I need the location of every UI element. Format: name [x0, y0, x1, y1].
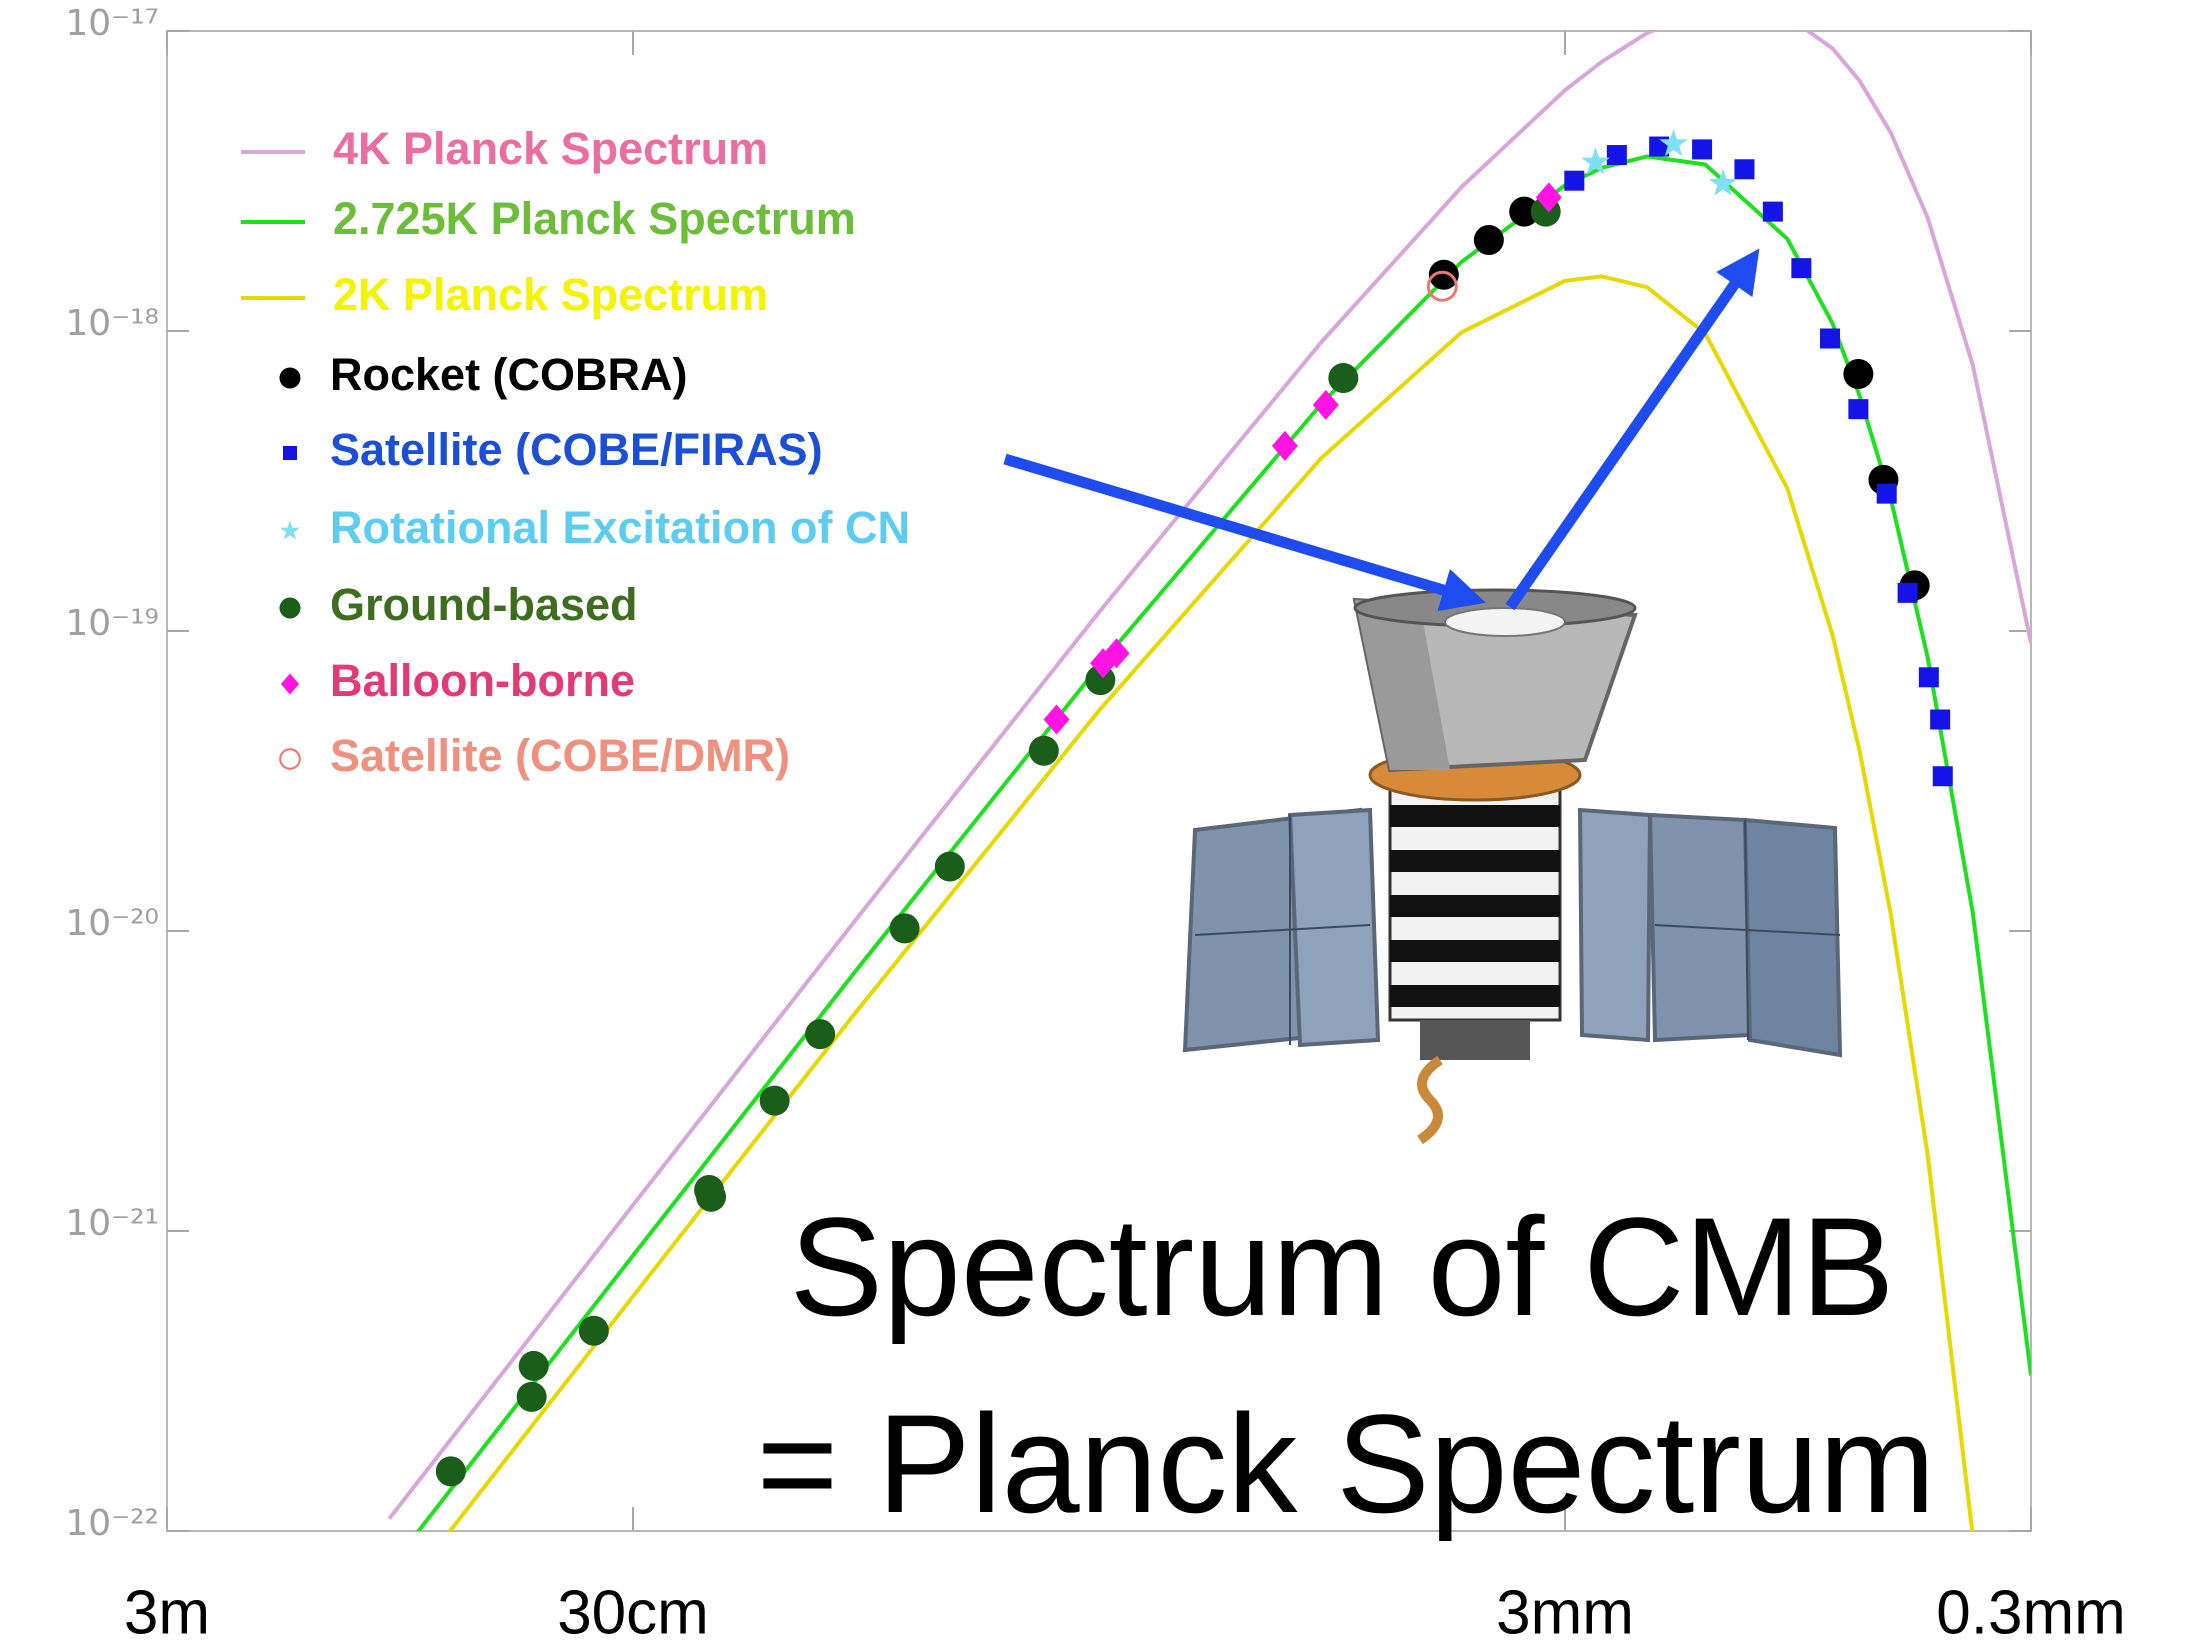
data-point [1103, 638, 1130, 669]
data-point [1708, 168, 1738, 196]
data-point [1762, 201, 1783, 222]
data-point [934, 851, 965, 882]
data-point [578, 1315, 609, 1346]
data-point [1564, 170, 1585, 191]
y-tick-label: 10⁻²¹ [65, 1203, 159, 1244]
data-point [1606, 145, 1627, 166]
legend-label: 4K Planck Spectrum [333, 123, 768, 174]
arrow [1505, 248, 1760, 611]
data-point [1819, 328, 1840, 349]
data-point [1426, 270, 1458, 302]
y-tick-label: 10⁻²⁰ [65, 903, 159, 944]
annotation: = Planck Spectrum [757, 1385, 1936, 1542]
curve [415, 154, 2031, 1531]
legend-label: 2.725K Planck Spectrum [333, 193, 856, 244]
annotation: Spectrum of CMB [790, 1188, 1895, 1345]
data-point [1028, 735, 1059, 766]
data-point [1930, 709, 1951, 730]
data-point [889, 913, 920, 944]
data-point [1791, 258, 1812, 279]
data-point [1843, 358, 1874, 389]
y-tick-label: 10⁻¹⁹ [65, 603, 159, 644]
curve [447, 274, 1975, 1531]
legend-swatch [280, 673, 300, 695]
data-point [696, 1181, 727, 1212]
data-point [435, 1456, 466, 1487]
points [435, 129, 1953, 1487]
data-point [1692, 139, 1713, 160]
arrow [1003, 453, 1486, 612]
data-point [805, 1019, 836, 1050]
legend-label: Satellite (COBE/FIRAS) [330, 424, 823, 475]
y-tick-label: 10⁻¹⁸ [65, 303, 159, 344]
y-tick-label: 10⁻¹⁷ [65, 3, 159, 44]
legend-swatch [279, 597, 301, 619]
data-point [1043, 704, 1070, 735]
data-point [1535, 182, 1562, 213]
data-point [759, 1085, 790, 1116]
data-point [1897, 582, 1918, 603]
x-tick-label: 0.3mm [1936, 1578, 2125, 1647]
legend: 4K Planck Spectrum 2.725K Planck Spectrum… [241, 123, 910, 781]
axis-ticks: 10⁻²² 10⁻²¹ 10⁻²⁰ 10⁻¹⁹ 10⁻¹⁸ 10⁻¹⁷ 3m 30cm 3mm 0… [65, 3, 2125, 1647]
data-point [1918, 667, 1939, 688]
legend-swatch [279, 367, 301, 389]
data-point [1659, 129, 1688, 157]
data-point [1932, 766, 1953, 787]
curve [387, 31, 2031, 1520]
legend-swatch [279, 520, 301, 540]
data-point [1848, 399, 1869, 420]
legend-label: Rocket (COBRA) [330, 349, 688, 400]
curves [387, 31, 2031, 1531]
legend-label: 2K Planck Spectrum [333, 269, 768, 320]
x-tick-label: 30cm [557, 1578, 709, 1647]
data-point [518, 1350, 549, 1381]
legend-label: Rotational Excitation of CN [330, 502, 910, 553]
data-point [1271, 430, 1298, 461]
legend-label: Satellite (COBE/DMR) [330, 730, 790, 781]
legend-label: Balloon-borne [330, 655, 635, 706]
data-point [1734, 159, 1755, 180]
data-point [1312, 389, 1339, 420]
data-point [1581, 147, 1610, 175]
satellite-illustration [1182, 588, 1843, 1145]
legend-swatch [283, 446, 297, 460]
plot-frame [166, 30, 2032, 1532]
data-point [1509, 196, 1540, 227]
data-point [1428, 259, 1459, 290]
data-point [1876, 483, 1897, 504]
x-tick-label: 3m [124, 1578, 210, 1647]
x-tick-label: 3mm [1496, 1578, 1634, 1647]
data-point [516, 1381, 547, 1412]
data-point [1473, 225, 1504, 256]
data-point [1328, 363, 1359, 394]
legend-swatch [279, 748, 301, 770]
y-tick-label: 10⁻²² [65, 1503, 159, 1544]
legend-label: Ground-based [330, 579, 638, 630]
